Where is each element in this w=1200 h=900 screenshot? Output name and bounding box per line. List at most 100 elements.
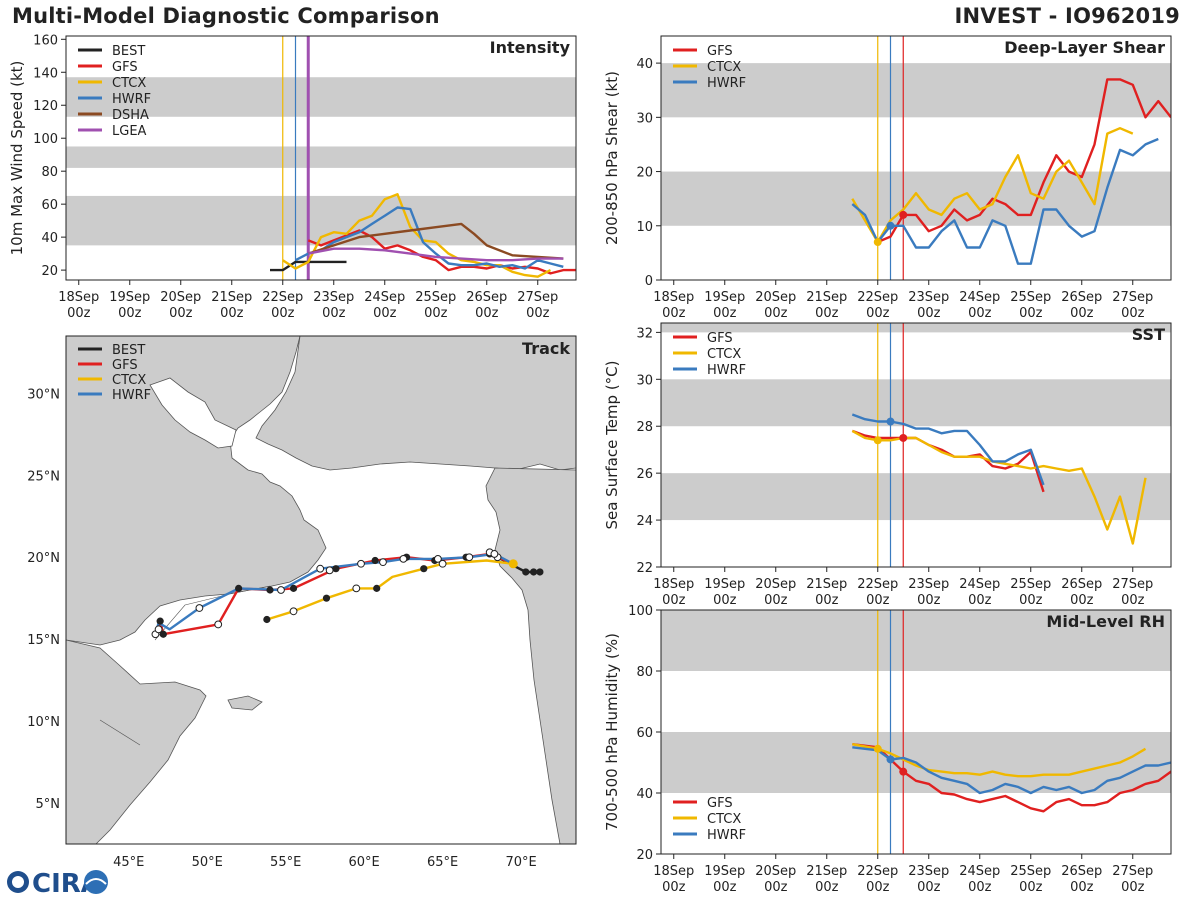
shaded-band bbox=[661, 63, 1171, 118]
plot-area bbox=[661, 36, 1171, 280]
y-tick-label: 26 bbox=[636, 467, 653, 482]
land-masses bbox=[66, 336, 576, 844]
x-tick-label-date: 25Sep bbox=[1010, 577, 1051, 592]
x-tick-label-hour: 00z bbox=[475, 306, 499, 321]
track-point-open bbox=[438, 559, 447, 568]
x-tick-label-hour: 00z bbox=[271, 306, 295, 321]
y-tick-label: 80 bbox=[636, 665, 653, 680]
legend-label-hwrf: HWRF bbox=[112, 388, 151, 403]
x-tick-label-date: 24Sep bbox=[364, 290, 405, 305]
x-tick-label-date: 18Sep bbox=[653, 577, 694, 592]
track-map-panel: 45°E 50°E 55°E 60°E 65°E 70°E 5°N 10°N 15°N 20°N 2… bbox=[27, 335, 577, 870]
track-point-filled bbox=[156, 617, 164, 625]
y-tick-label: 22 bbox=[636, 561, 653, 576]
track-point-open bbox=[434, 554, 442, 563]
x-tick-label-date: 20Sep bbox=[755, 577, 796, 592]
y-tick-label: 20 bbox=[636, 166, 653, 181]
track-line-ctcx bbox=[266, 559, 514, 621]
track-start-marker bbox=[508, 559, 518, 569]
x-tick-label-date: 22Sep bbox=[262, 290, 303, 305]
track-point-open bbox=[289, 607, 298, 616]
x-tick-label-date: 24Sep bbox=[959, 577, 1000, 592]
panel-title: Intensity bbox=[490, 38, 571, 57]
track-lines bbox=[151, 548, 544, 639]
track-point-filled bbox=[536, 568, 544, 576]
y-tick-label: 0 bbox=[645, 274, 653, 289]
x-tick-label-date: 23Sep bbox=[313, 290, 354, 305]
init-marker-gfs bbox=[899, 433, 908, 442]
storm-id-label: INVEST - IO962019 bbox=[954, 4, 1180, 28]
x-tick-label-hour: 00z bbox=[713, 306, 737, 321]
legend-label-gfs: GFS bbox=[112, 60, 138, 75]
legend-label-gfs: GFS bbox=[707, 331, 733, 346]
y-tick-label: 60 bbox=[41, 198, 58, 213]
y-tick-label: 40 bbox=[636, 787, 653, 802]
series-line-ctcx bbox=[851, 126, 1134, 244]
y-axis-label: 10m Max Wind Speed (kt) bbox=[8, 61, 26, 256]
y-tick-label: 10 bbox=[636, 220, 653, 235]
y-tick-label: 30 bbox=[636, 373, 653, 388]
x-tick-label-date: 18Sep bbox=[653, 864, 694, 879]
x-tick-label-date: 27Sep bbox=[1112, 864, 1153, 879]
legend-label-best: BEST bbox=[112, 44, 145, 59]
x-tick-label-hour: 00z bbox=[815, 593, 839, 608]
track-point-open bbox=[195, 604, 204, 612]
africa bbox=[66, 639, 207, 844]
legend-label-dsha: DSHA bbox=[112, 108, 149, 123]
legend-label-gfs: GFS bbox=[707, 44, 733, 59]
x-tick-label-date: 19Sep bbox=[109, 290, 150, 305]
x-tick-label-hour: 00z bbox=[1070, 880, 1094, 895]
x-tick-label-date: 21Sep bbox=[806, 864, 847, 879]
track-point-open bbox=[379, 558, 387, 567]
x-tick-label-date: 27Sep bbox=[1112, 290, 1153, 305]
x-tick-label-hour: 00z bbox=[1019, 306, 1043, 321]
rh-panel: 2040608010018Sep00z19Sep00z20Sep00z21Sep… bbox=[603, 604, 1172, 895]
shaded-band bbox=[661, 610, 1171, 671]
x-tick-label-hour: 00z bbox=[1121, 880, 1145, 895]
lon-tick-label: 70°E bbox=[505, 855, 536, 870]
x-tick-label-date: 27Sep bbox=[517, 290, 558, 305]
x-tick-label-date: 18Sep bbox=[58, 290, 99, 305]
init-marker-hwrf bbox=[886, 221, 895, 230]
x-tick-label-date: 20Sep bbox=[755, 864, 796, 879]
persia-coast bbox=[255, 336, 576, 471]
x-tick-label-date: 26Sep bbox=[466, 290, 507, 305]
track-point-open bbox=[325, 566, 334, 575]
init-marker-hwrf bbox=[886, 417, 895, 426]
x-tick-label-date: 26Sep bbox=[1061, 577, 1102, 592]
track-point-open bbox=[154, 625, 163, 634]
series-line-hwrf bbox=[851, 137, 1159, 265]
track-point-open bbox=[465, 553, 474, 562]
y-tick-label: 140 bbox=[33, 66, 58, 81]
x-tick-label-hour: 00z bbox=[866, 306, 890, 321]
y-axis-label: Sea Surface Temp (°C) bbox=[603, 360, 621, 529]
x-tick-label-date: 20Sep bbox=[160, 290, 201, 305]
x-tick-label-hour: 00z bbox=[917, 593, 941, 608]
x-tick-label-hour: 00z bbox=[764, 880, 788, 895]
x-tick-label-date: 26Sep bbox=[1061, 864, 1102, 879]
plot-area bbox=[661, 323, 1171, 567]
track-point-open bbox=[357, 559, 365, 568]
y-tick-label: 20 bbox=[636, 848, 653, 863]
y-axis-label: 700-500 hPa Humidity (%) bbox=[603, 633, 621, 831]
x-tick-label-hour: 00z bbox=[1019, 880, 1043, 895]
x-tick-label-date: 19Sep bbox=[704, 864, 745, 879]
x-tick-label-hour: 00z bbox=[220, 306, 244, 321]
x-tick-label-date: 27Sep bbox=[1112, 577, 1153, 592]
plot-background bbox=[661, 323, 1171, 567]
x-tick-label-hour: 00z bbox=[373, 306, 397, 321]
panel-title: Mid-Level RH bbox=[1046, 612, 1165, 631]
x-tick-label-date: 21Sep bbox=[806, 290, 847, 305]
lat-tick-label: 10°N bbox=[27, 715, 60, 730]
track-point-open bbox=[316, 564, 325, 573]
x-tick-label-hour: 00z bbox=[424, 306, 448, 321]
x-tick-label-date: 21Sep bbox=[806, 577, 847, 592]
x-tick-label-hour: 00z bbox=[713, 880, 737, 895]
x-tick-label-date: 19Sep bbox=[704, 577, 745, 592]
y-tick-label: 60 bbox=[636, 726, 653, 741]
plot-area bbox=[66, 36, 576, 280]
x-tick-label-hour: 00z bbox=[1121, 593, 1145, 608]
track-point-open bbox=[490, 550, 499, 558]
x-tick-label-date: 23Sep bbox=[908, 577, 949, 592]
